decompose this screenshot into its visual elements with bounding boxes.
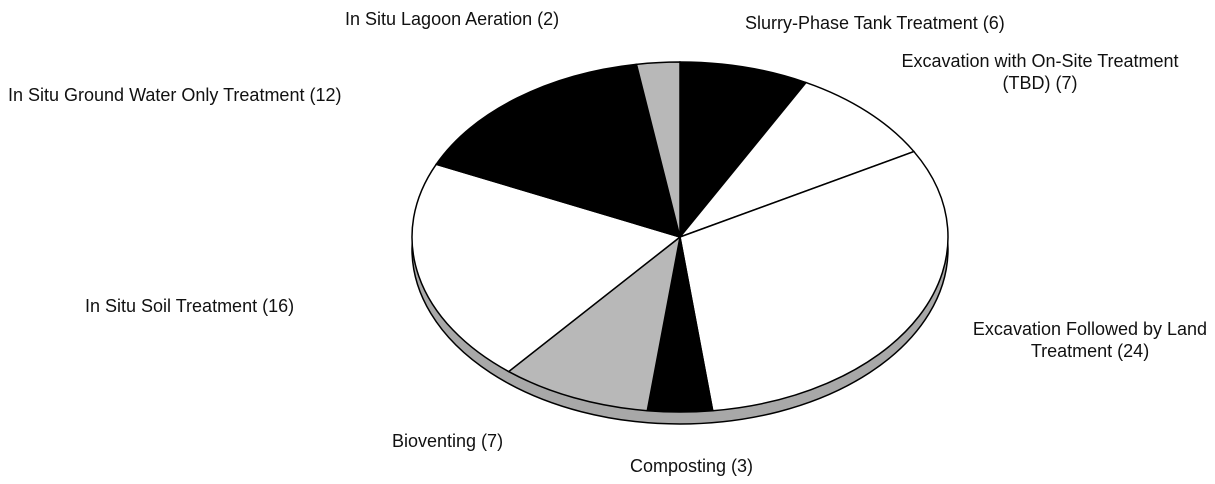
slice-label: In Situ Soil Treatment (16) (85, 296, 295, 316)
slice-label: In Situ Lagoon Aeration (2) (345, 9, 560, 29)
pie-slice (679, 61, 808, 240)
pie-slice (635, 61, 681, 238)
slice-label: In Situ Ground Water Only Treatment (12) (8, 85, 342, 105)
pie-slice (679, 150, 949, 412)
slice-label: Composting (3) (630, 456, 754, 476)
pie-slice (507, 235, 682, 412)
pie-slice (435, 63, 682, 239)
slice-label: Excavation Followed by Land Treatment (2… (972, 319, 1208, 361)
slice-label: Slurry-Phase Tank Treatment (6) (745, 13, 1005, 33)
pie-slice (677, 81, 916, 239)
slice-label: Bioventing (7) (392, 431, 504, 451)
pie-slice (411, 163, 682, 373)
slice-label: Excavation with On-Site Treatment (TBD) … (901, 51, 1179, 93)
